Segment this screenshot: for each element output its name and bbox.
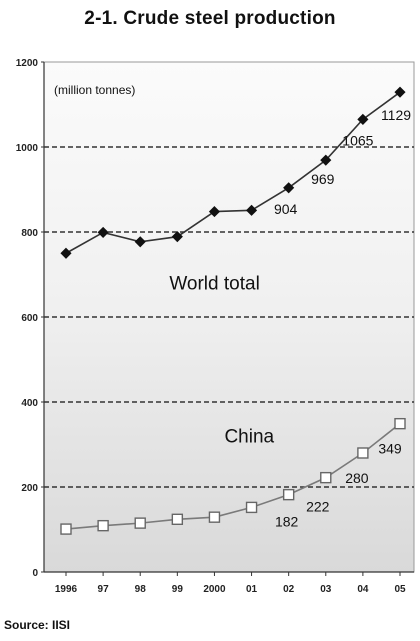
x-tick-label: 03 <box>320 584 332 595</box>
world-total-point <box>97 226 109 238</box>
china-point <box>394 417 406 430</box>
x-tick-label: 05 <box>394 584 406 595</box>
series-name-world-total: World total <box>169 273 259 294</box>
china-point <box>282 488 295 501</box>
chart-title: 2-1. Crude steel production <box>84 8 336 29</box>
y-tick-label: 1000 <box>16 143 39 154</box>
unit-label: (million tonnes) <box>54 83 135 97</box>
world-total-point <box>245 204 258 216</box>
x-tick-label: 97 <box>98 584 110 595</box>
series-line-world-total <box>65 91 401 254</box>
x-tick-label: 99 <box>172 584 184 595</box>
series-name-china: China <box>224 426 274 447</box>
world-total-point <box>283 182 295 194</box>
y-tick-label: 800 <box>21 228 38 239</box>
china-point <box>134 517 146 529</box>
china-point <box>320 471 332 484</box>
china-point <box>357 447 369 459</box>
y-tick-label: 0 <box>32 568 38 579</box>
china-point <box>97 519 109 532</box>
china-point <box>171 513 184 525</box>
world-total-point <box>394 86 406 98</box>
series-line-china <box>65 423 401 530</box>
china-point <box>208 511 221 523</box>
data-label: 182 <box>275 514 299 530</box>
data-label: 904 <box>274 201 298 217</box>
data-label: 349 <box>378 441 402 457</box>
world-total-point <box>134 236 146 248</box>
y-tick-label: 400 <box>21 398 38 409</box>
data-label: 222 <box>306 499 330 515</box>
data-label: 1129 <box>381 107 411 123</box>
china-point <box>60 523 72 535</box>
x-tick-label: 1996 <box>55 584 78 595</box>
x-tick-label: 02 <box>283 584 295 595</box>
world-total-point <box>357 113 369 125</box>
y-tick-label: 600 <box>21 313 38 324</box>
world-total-point <box>208 206 221 218</box>
data-label: 969 <box>311 171 335 187</box>
y-tick-label: 1200 <box>16 58 39 69</box>
x-tick-label: 98 <box>135 584 147 595</box>
world-total-point <box>60 247 72 259</box>
x-tick-label: 2000 <box>203 584 226 595</box>
y-tick-label: 200 <box>21 483 38 494</box>
source-note: Source: IISI <box>4 618 71 632</box>
data-label: 1065 <box>342 132 373 148</box>
china-point <box>245 501 258 514</box>
world-total-point <box>320 154 332 166</box>
world-total-point <box>171 231 183 243</box>
x-tick-label: 01 <box>246 584 258 595</box>
data-label: 280 <box>345 470 369 486</box>
x-tick-label: 04 <box>357 584 369 595</box>
